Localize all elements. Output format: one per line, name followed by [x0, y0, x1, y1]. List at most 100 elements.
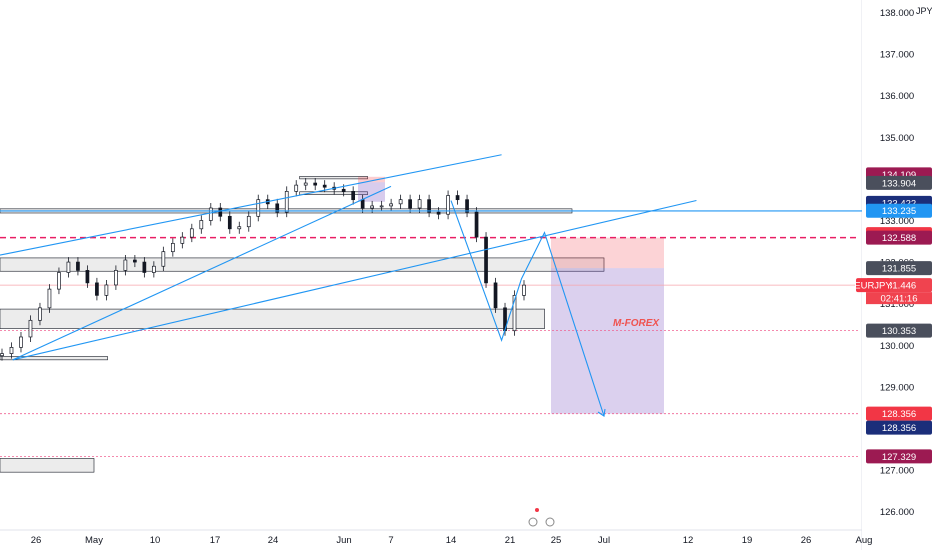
countdown-bg [866, 292, 932, 305]
candle-body [294, 184, 299, 192]
candle-body [189, 228, 194, 238]
zone [0, 257, 605, 272]
candle-body [360, 199, 365, 209]
price-tag-bg [866, 175, 932, 190]
x-tick-label: 7 [388, 535, 393, 546]
y-tick-label: 138.000 [880, 8, 914, 19]
small-position-stop [358, 176, 385, 183]
time-axis[interactable]: 26 May 10 17 24 Jun 7 14 21 25 Jul 12 19 26 Aug [31, 535, 873, 546]
x-tick-label: 17 [210, 535, 221, 546]
price-tag: 132.588 [866, 230, 932, 245]
price-tag: 133.904 [866, 175, 932, 190]
y-tick-label: 133.000 [880, 216, 914, 227]
candle-body [446, 195, 450, 215]
candle-body [455, 195, 460, 201]
horizontal-levels [0, 236, 860, 457]
x-tick-label: May [85, 535, 103, 546]
zone [0, 458, 95, 473]
price-tag-label: 130.353 [882, 326, 916, 337]
candle-body [47, 288, 52, 309]
watermark-text: M-FOREX [613, 318, 660, 329]
candle-body [256, 199, 261, 217]
candle-body [95, 282, 99, 296]
price-axis[interactable]: 138.000137.000136.000135.000134.000133.0… [854, 0, 932, 550]
price-tag-bg [866, 230, 932, 245]
price-tag-label: 128.356 [882, 409, 916, 420]
candle-body [180, 236, 185, 244]
price-tag-label: 134.109 [882, 170, 916, 181]
candle-body [417, 199, 422, 209]
zone [299, 176, 368, 180]
short-position-tool[interactable] [358, 176, 664, 414]
candle-body [57, 272, 61, 290]
x-tick-label: 25 [551, 535, 562, 546]
candle-body [161, 251, 166, 267]
x-tick-label: 24 [268, 535, 279, 546]
candle-body [76, 261, 80, 271]
candle-body [66, 261, 71, 273]
trendlines[interactable] [0, 154, 874, 361]
candle-body [303, 182, 308, 186]
price-tag-label: 133.235 [882, 206, 916, 217]
price-tag-bg [866, 406, 932, 421]
candle-body [227, 215, 232, 230]
candle-body [38, 307, 42, 321]
candle-body [0, 353, 4, 357]
trendline [12, 185, 392, 361]
candle-body [9, 347, 14, 354]
candle-body [152, 265, 156, 273]
small-position-box [358, 182, 385, 202]
projection-path[interactable] [450, 200, 606, 417]
price-tag-label: 133.904 [882, 178, 916, 189]
candle-body [133, 259, 137, 263]
x-tick-label: 12 [683, 535, 694, 546]
candle-body [408, 199, 412, 209]
candle-body [484, 236, 488, 284]
zone [0, 356, 108, 361]
take-profit-zone [551, 268, 664, 414]
price-tag-bg [866, 323, 932, 338]
stop-loss-zone [551, 237, 664, 269]
candle-body [246, 215, 251, 228]
price-tag-bg [866, 203, 932, 218]
candle-body [123, 259, 128, 271]
zone [299, 191, 368, 195]
candle-body [275, 203, 280, 213]
y-tick-label: 135.000 [880, 133, 914, 144]
candle-body [19, 336, 23, 348]
candle-body [465, 199, 469, 213]
zone [0, 308, 545, 329]
x-tick-label: Jun [336, 535, 351, 546]
candle-body [351, 191, 356, 201]
x-tick-label: 21 [505, 535, 516, 546]
candle-body [85, 270, 90, 284]
price-tag-bg [866, 449, 932, 464]
candle-body [493, 282, 498, 309]
candle-body [28, 319, 33, 338]
price-tag-label: 128.356 [882, 423, 916, 434]
candle-body [142, 261, 147, 273]
projection-arrowhead [597, 408, 606, 417]
y-tick-label: 131.000 [880, 299, 914, 310]
price-tag-label: 131.446 [882, 281, 916, 292]
x-tick-label: 14 [446, 535, 457, 546]
candle-body [218, 207, 223, 217]
price-tag-bg [866, 261, 932, 276]
currency-label: JPY [916, 6, 932, 16]
candle-body [237, 226, 242, 230]
symbol-tag-bg [856, 278, 890, 293]
candle-body [322, 184, 327, 188]
replay-icon[interactable] [528, 508, 555, 527]
candle-body [512, 295, 517, 332]
y-tick-label: 130.000 [880, 341, 914, 352]
price-tag: 127.329 [866, 449, 932, 464]
price-tag-label: 127.329 [882, 452, 916, 463]
y-tick-label: 129.000 [880, 382, 914, 393]
symbol-tag-label: EURJPY [854, 281, 892, 292]
candle-body [284, 191, 289, 213]
price-tag: 128.356 [866, 406, 932, 421]
price-tag-label: 132.588 [882, 233, 916, 244]
